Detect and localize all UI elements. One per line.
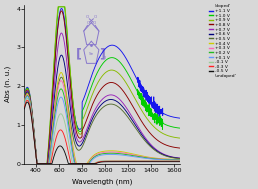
Legend: 'doped', +1.1 V, +1.0 V, +0.9 V, +0.8 V, +0.7 V, +0.6 V, +0.5 V, +0.4 V, +0.3 V,: 'doped', +1.1 V, +1.0 V, +0.9 V, +0.8 V,… [208, 4, 237, 79]
X-axis label: Wavelength (nm): Wavelength (nm) [72, 178, 132, 185]
Y-axis label: Abs (n. u.): Abs (n. u.) [4, 66, 11, 102]
